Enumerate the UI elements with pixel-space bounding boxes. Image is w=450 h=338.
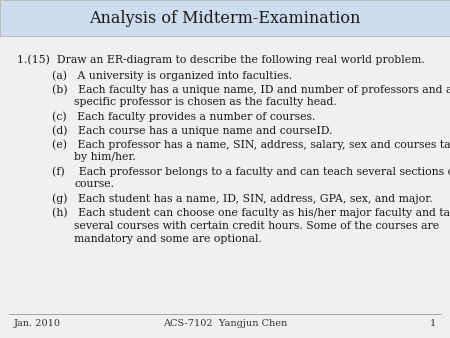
Bar [0, 0, 450, 36]
Text: (h)   Each student can choose one faculty as his/her major faculty and take: (h) Each student can choose one faculty … [52, 208, 450, 218]
Text: (a)   A university is organized into faculties.: (a) A university is organized into facul… [52, 70, 292, 80]
Text: (c)   Each faculty provides a number of courses.: (c) Each faculty provides a number of co… [52, 111, 315, 122]
Text: Analysis of Midterm-Examination: Analysis of Midterm-Examination [89, 9, 361, 27]
Text: (b)   Each faculty has a unique name, ID and number of professors and a: (b) Each faculty has a unique name, ID a… [52, 84, 450, 95]
Text: ACS-7102  Yangjun Chen: ACS-7102 Yangjun Chen [163, 319, 287, 328]
Text: mandatory and some are optional.: mandatory and some are optional. [74, 234, 262, 244]
Text: (f)    Each professor belongs to a faculty and can teach several sections of a: (f) Each professor belongs to a faculty … [52, 167, 450, 177]
Text: several courses with certain credit hours. Some of the courses are: several courses with certain credit hour… [74, 221, 439, 231]
Text: 1.(15)  Draw an ER-diagram to describe the following real world problem.: 1.(15) Draw an ER-diagram to describe th… [17, 54, 425, 65]
Text: by him/her.: by him/her. [74, 152, 136, 163]
Text: Jan. 2010: Jan. 2010 [14, 319, 60, 328]
Text: (e)   Each professor has a name, SIN, address, salary, sex and courses taught: (e) Each professor has a name, SIN, addr… [52, 140, 450, 150]
Text: course.: course. [74, 179, 114, 190]
Text: 1: 1 [430, 319, 436, 328]
Text: (d)   Each course has a unique name and courseID.: (d) Each course has a unique name and co… [52, 125, 332, 136]
Text: specific professor is chosen as the faculty head.: specific professor is chosen as the facu… [74, 97, 337, 107]
Text: (g)   Each student has a name, ID, SIN, address, GPA, sex, and major.: (g) Each student has a name, ID, SIN, ad… [52, 194, 432, 204]
